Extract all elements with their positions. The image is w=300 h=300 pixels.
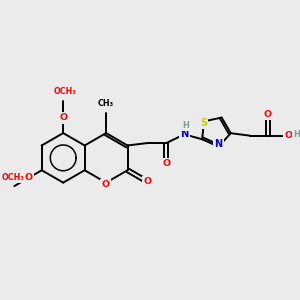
Text: O: O <box>143 177 151 186</box>
Text: O: O <box>59 113 67 122</box>
Text: N: N <box>180 129 188 139</box>
Text: O: O <box>284 131 292 140</box>
Text: OCH₃: OCH₃ <box>1 173 24 182</box>
Text: O: O <box>25 173 33 182</box>
Text: OCH₃: OCH₃ <box>53 87 76 96</box>
Text: N: N <box>214 139 223 149</box>
Text: O: O <box>264 110 272 119</box>
Text: H: H <box>182 121 189 130</box>
Text: CH₃: CH₃ <box>98 99 114 108</box>
Text: S: S <box>200 118 207 128</box>
Text: O: O <box>162 159 170 168</box>
Text: O: O <box>101 180 110 189</box>
Text: H: H <box>293 130 300 139</box>
